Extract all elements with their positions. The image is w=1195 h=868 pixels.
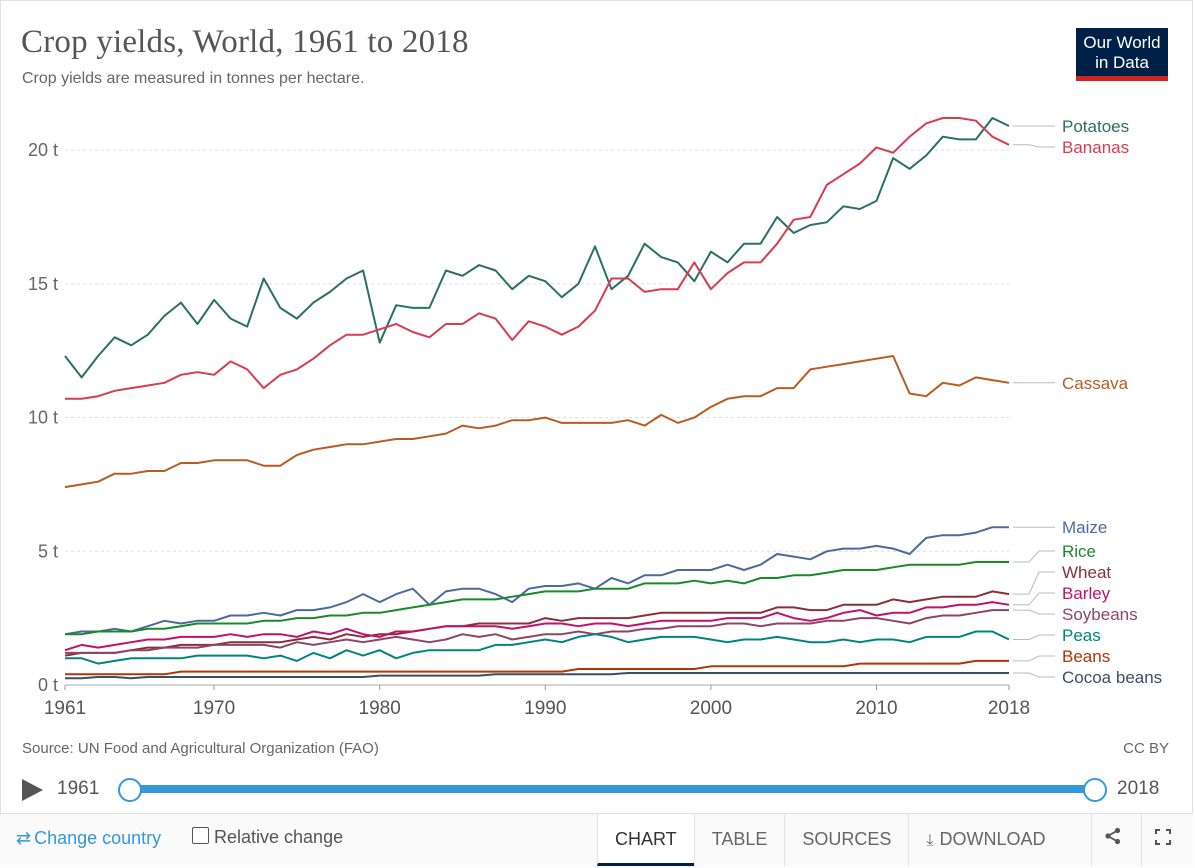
swap-icon: ⇄ (16, 828, 32, 848)
x-tick-label: 1980 (359, 698, 401, 719)
owid-logo[interactable]: Our World in Data (1076, 28, 1168, 81)
download-icon: ⤓ (926, 832, 934, 849)
label-connector (1013, 592, 1055, 606)
label-connector (1013, 655, 1055, 662)
tab-bar: CHART TABLE SOURCES ⤓ DOWNLOAD (597, 814, 1063, 867)
y-tick-label: 10 t (28, 408, 58, 428)
x-tick-label: 1970 (193, 698, 235, 719)
series-label-soybeans[interactable]: Soybeans (1062, 605, 1138, 624)
timeline-track[interactable] (129, 785, 1094, 793)
series-line-cocoa-beans[interactable] (65, 672, 1009, 680)
relative-change-checkbox[interactable] (192, 827, 209, 844)
timeline-start-label: 1961 (57, 778, 100, 799)
label-connector (1013, 144, 1055, 148)
timeline-start-handle[interactable] (118, 778, 142, 802)
label-connector (1013, 550, 1055, 563)
x-tick-label: 1990 (524, 698, 566, 719)
series-label-maize[interactable]: Maize (1062, 518, 1107, 537)
timeline: 1961 2018 (0, 770, 1195, 810)
series-line-wheat[interactable] (64, 590, 1010, 657)
chart-subtitle: Crop yields are measured in tonnes per h… (22, 70, 365, 87)
play-icon[interactable] (22, 779, 43, 801)
tab-chart[interactable]: CHART (597, 814, 694, 866)
change-country-label: Change country (34, 828, 162, 848)
series-line-maize[interactable] (64, 526, 1009, 636)
series-line-barley[interactable] (64, 601, 1010, 652)
y-tick-label: 15 t (28, 274, 58, 294)
series-label-peas[interactable]: Peas (1062, 626, 1101, 645)
series-label-bananas[interactable]: Bananas (1062, 138, 1129, 157)
share-icon[interactable] (1091, 814, 1133, 866)
series-label-rice[interactable]: Rice (1062, 542, 1096, 561)
label-connector (1013, 634, 1055, 640)
timeline-end-handle[interactable] (1083, 778, 1107, 802)
series-label-cocoa-beans[interactable]: Cocoa beans (1062, 668, 1162, 687)
series-label-beans[interactable]: Beans (1062, 647, 1110, 666)
series-label-cassava[interactable]: Cassava (1062, 374, 1129, 393)
logo-line-2: in Data (1095, 53, 1149, 72)
series-line-beans[interactable] (65, 659, 1009, 676)
series-label-wheat[interactable]: Wheat (1062, 563, 1111, 582)
series-label-potatoes[interactable]: Potatoes (1062, 117, 1129, 136)
y-tick-label: 20 t (28, 140, 58, 160)
series-line-cassava[interactable] (64, 355, 1010, 489)
x-tick-label: 2018 (988, 698, 1030, 719)
tab-sources[interactable]: SOURCES (784, 814, 909, 866)
logo-line-1: Our World (1083, 33, 1161, 52)
source-note[interactable]: Source: UN Food and Agricultural Organiz… (22, 740, 379, 757)
x-tick-label: 1961 (44, 698, 86, 719)
series-line-bananas[interactable] (65, 117, 1010, 400)
y-tick-label: 5 t (38, 541, 58, 561)
controls-bar: ⇄ Change country Relative change CHART TA… (0, 813, 1193, 867)
relative-change-label: Relative change (214, 827, 344, 847)
tab-table[interactable]: TABLE (693, 814, 785, 866)
tab-download-label: DOWNLOAD (939, 829, 1046, 849)
label-connector (1013, 672, 1055, 678)
change-country-button[interactable]: ⇄ Change country (16, 828, 161, 849)
chart-title: Crop yields, World, 1961 to 2018 (21, 24, 469, 60)
x-tick-label: 2010 (855, 698, 897, 719)
line-chart: 0 t 5 t 10 t 15 t 20 t 1961 1970 1980 1990 2000 20… (28, 117, 1162, 719)
series-label-barley[interactable]: Barley (1062, 584, 1111, 603)
series-line-peas[interactable] (65, 630, 1010, 665)
license-label[interactable]: CC BY (1123, 740, 1169, 757)
series-line-soybeans[interactable] (65, 609, 1009, 654)
relative-change-toggle[interactable]: Relative change (192, 827, 343, 848)
label-connector (1013, 571, 1055, 595)
timeline-end-label: 2018 (1117, 778, 1160, 799)
series-line-rice[interactable] (65, 561, 1009, 636)
y-tick-label: 0 t (38, 675, 58, 695)
label-connector (1013, 609, 1055, 615)
tab-download[interactable]: ⤓ DOWNLOAD (908, 814, 1063, 866)
series-line-potatoes[interactable] (64, 117, 1010, 379)
x-tick-label: 2000 (690, 698, 732, 719)
fullscreen-icon[interactable] (1141, 814, 1183, 866)
